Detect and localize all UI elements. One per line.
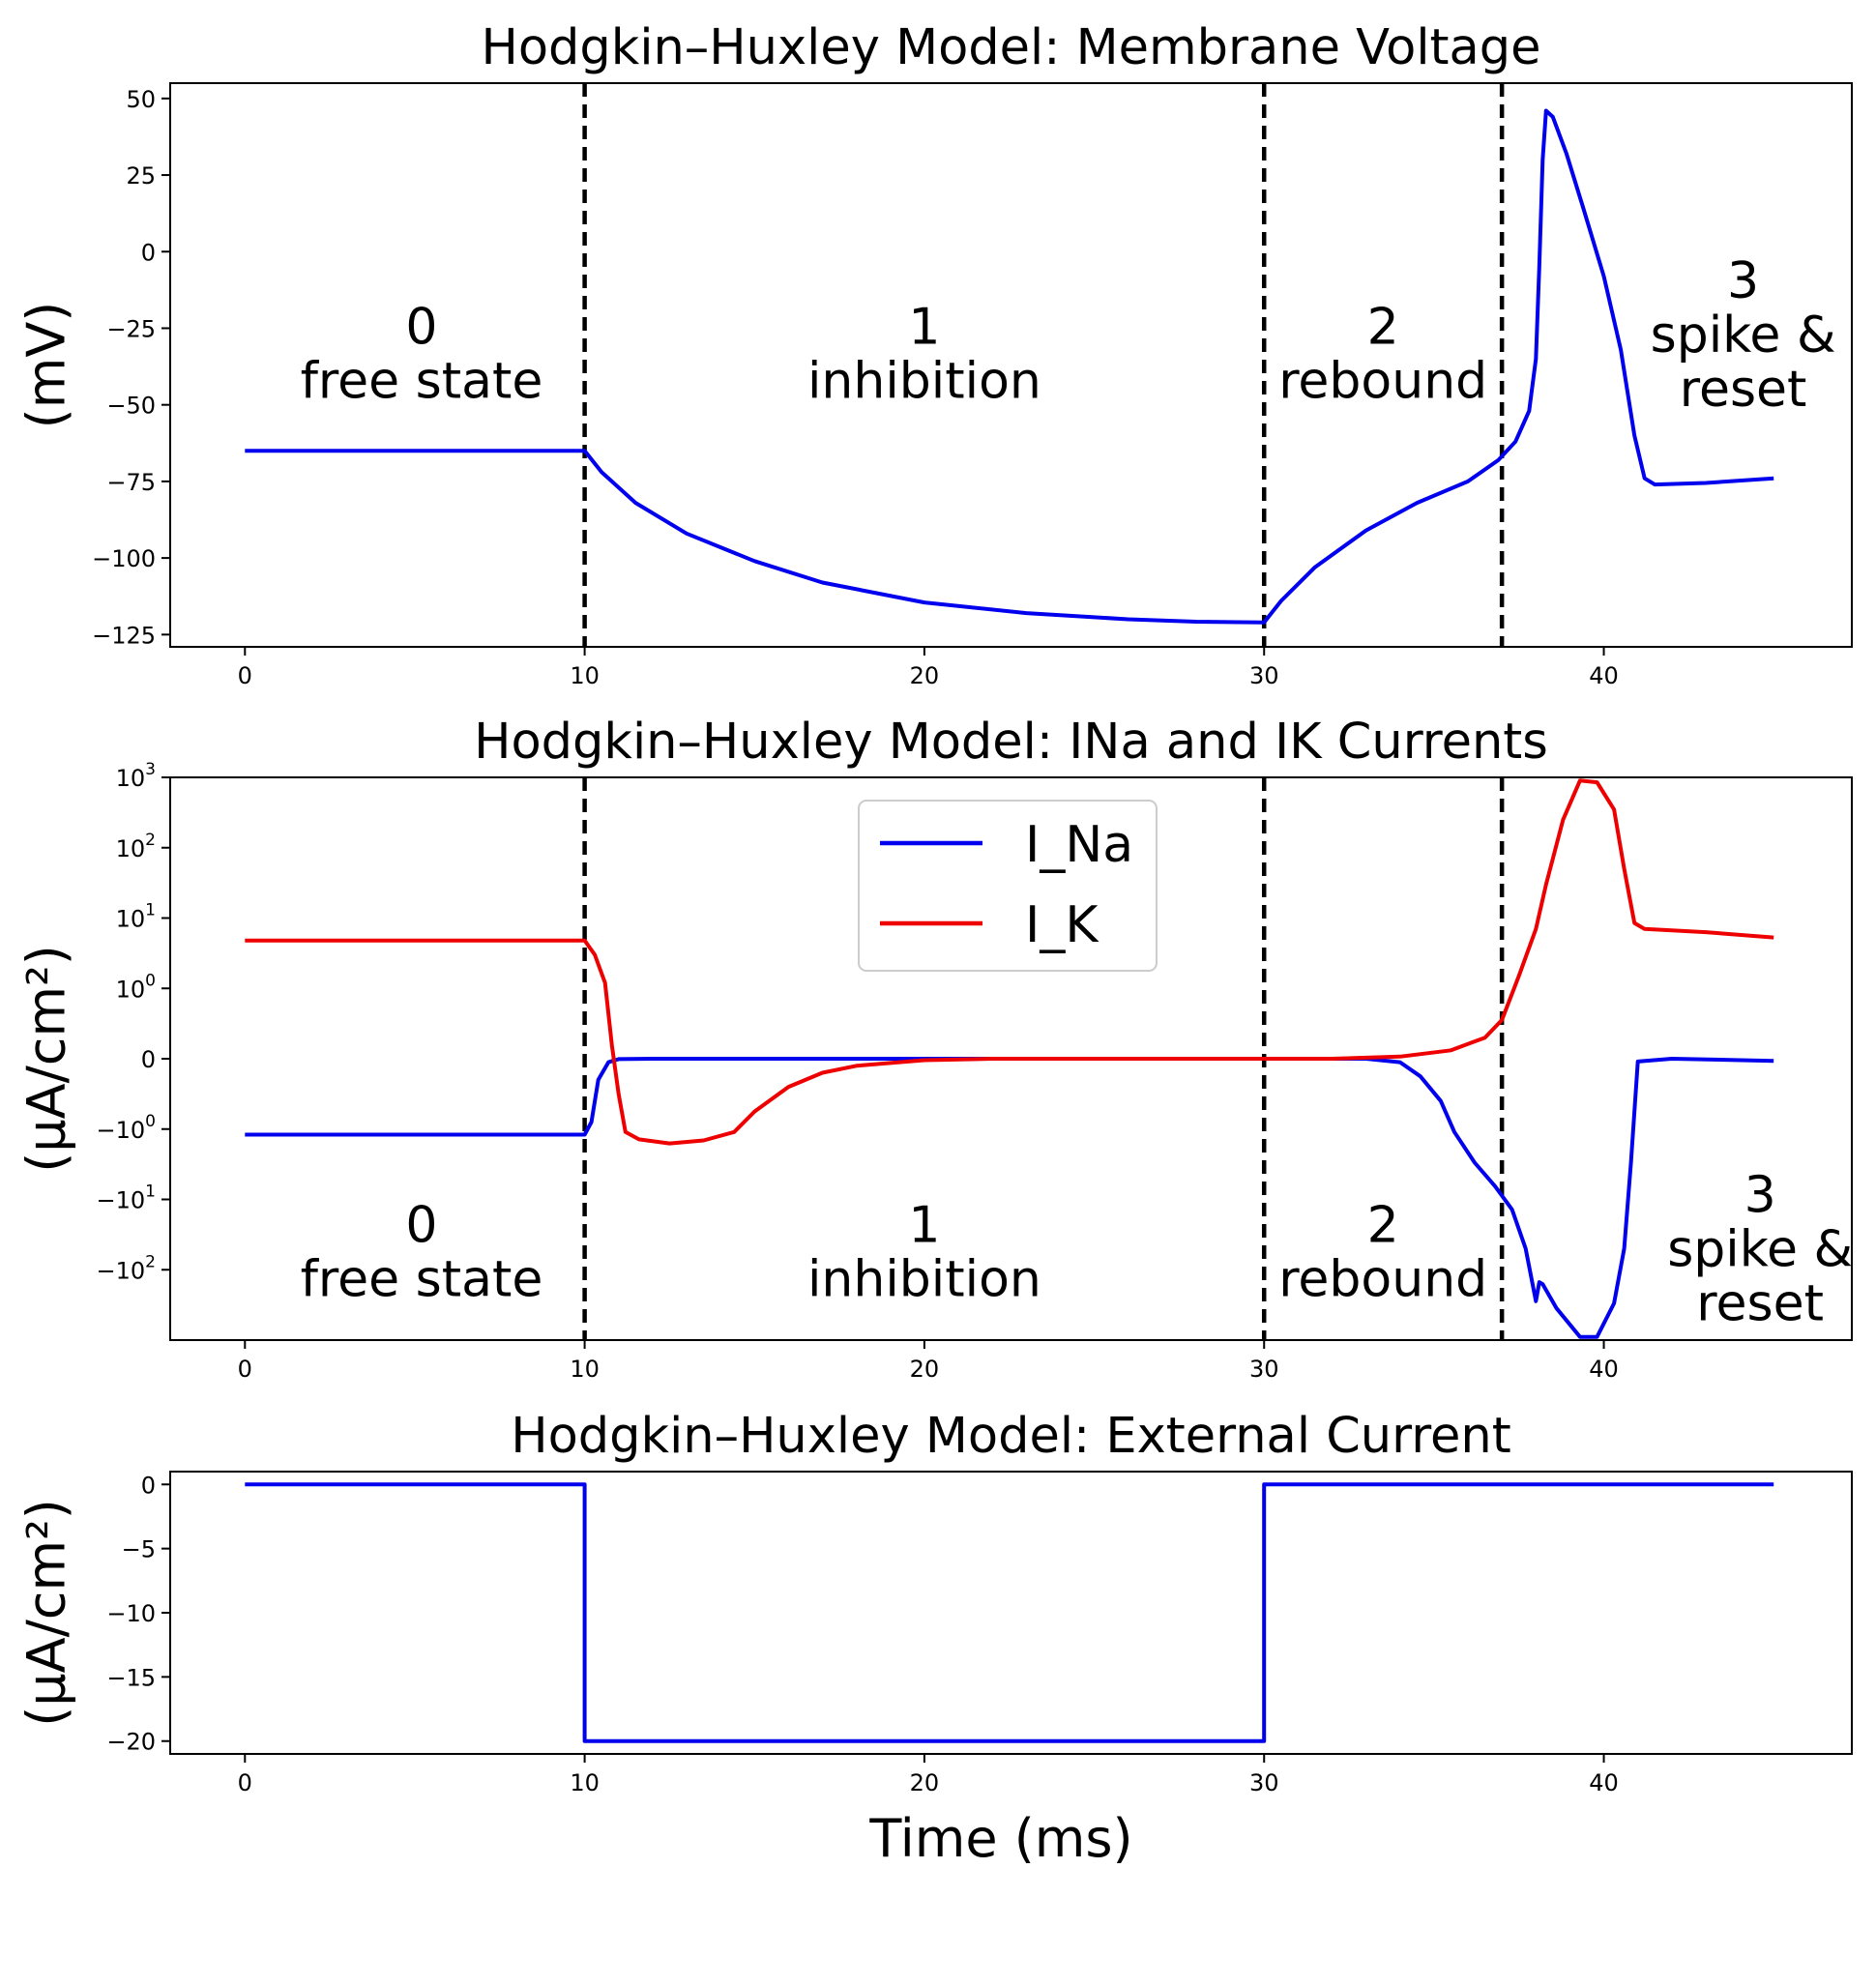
x-tick-label: 40 — [1589, 662, 1619, 689]
x-tick-label: 0 — [238, 1769, 252, 1796]
legend-label: I_K — [1025, 896, 1099, 954]
phase-number: 1 — [908, 298, 940, 356]
y-tick-exponent: 0 — [145, 971, 156, 990]
y-tick-label: −125 — [92, 622, 156, 649]
phase-number: 3 — [1727, 252, 1759, 310]
y-tick-label: 101 — [116, 901, 156, 933]
phase-number: 3 — [1744, 1166, 1776, 1224]
legend-label: I_Na — [1025, 816, 1133, 874]
y-tick-label: −101 — [97, 1182, 156, 1214]
y-tick-exponent: 1 — [145, 1182, 156, 1202]
y-tick-base: 10 — [116, 976, 146, 1003]
chart-title: Hodgkin–Huxley Model: Membrane Voltage — [481, 19, 1540, 76]
series-line-0 — [245, 1482, 1774, 1743]
y-axis-label: (μA/cm²) — [16, 1499, 77, 1727]
y-tick-base: −10 — [97, 1117, 146, 1144]
phase-label: spike & — [1651, 307, 1836, 365]
phase-number: 2 — [1367, 1196, 1399, 1254]
phase-label: reset — [1696, 1274, 1824, 1332]
x-axis-label: Time (ms) — [868, 1808, 1132, 1869]
x-tick-label: 30 — [1249, 1769, 1279, 1796]
x-tick-label: 10 — [570, 662, 600, 689]
x-tick-label: 20 — [910, 1769, 940, 1796]
chart-title: Hodgkin–Huxley Model: External Current — [511, 1408, 1511, 1465]
y-tick-exponent: 1 — [145, 901, 156, 920]
x-tick-label: 0 — [238, 1356, 252, 1383]
y-tick-label: 0 — [141, 1046, 156, 1073]
y-tick-label: 0 — [141, 1472, 156, 1499]
y-tick-label: 103 — [116, 760, 156, 792]
y-tick-label: 50 — [126, 86, 156, 113]
phase-number: 1 — [908, 1196, 940, 1254]
y-tick-label: −100 — [97, 1112, 156, 1144]
x-tick-label: 0 — [238, 662, 252, 689]
y-tick-label: 102 — [116, 831, 156, 862]
y-tick-base: −10 — [97, 1257, 146, 1284]
x-tick-label: 10 — [570, 1356, 600, 1383]
x-tick-label: 30 — [1249, 1356, 1279, 1383]
panel-1: Hodgkin–Huxley Model: INa and IK Current… — [16, 714, 1853, 1383]
phase-number: 2 — [1367, 298, 1399, 356]
y-axis-label: (mV) — [16, 302, 77, 429]
y-tick-label: 25 — [126, 162, 156, 190]
y-tick-label: −100 — [92, 545, 156, 572]
x-tick-label: 40 — [1589, 1356, 1619, 1383]
y-axis-label: (μA/cm²) — [16, 945, 77, 1173]
y-tick-label: −50 — [106, 393, 156, 420]
y-tick-base: −10 — [97, 1187, 146, 1214]
phase-number: 0 — [405, 1196, 437, 1254]
y-tick-base: 10 — [116, 765, 146, 792]
y-tick-label: −102 — [97, 1252, 156, 1284]
series-line-0 — [245, 108, 1774, 625]
x-tick-label: 30 — [1249, 662, 1279, 689]
y-tick-exponent: 2 — [145, 1252, 156, 1271]
y-tick-exponent: 3 — [145, 760, 156, 779]
x-tick-label: 20 — [910, 662, 940, 689]
x-tick-label: 20 — [910, 1356, 940, 1383]
phase-label: rebound — [1278, 352, 1487, 410]
y-tick-label: −75 — [106, 469, 156, 496]
x-tick-label: 40 — [1589, 1769, 1619, 1796]
y-tick-label: −25 — [106, 315, 156, 342]
phase-label: free state — [301, 1250, 543, 1308]
series-line-i_k — [245, 778, 1774, 1146]
y-tick-label: −5 — [122, 1536, 156, 1563]
y-tick-exponent: 0 — [145, 1112, 156, 1131]
y-tick-exponent: 2 — [145, 831, 156, 850]
phase-label: inhibition — [807, 1250, 1041, 1308]
panel-2: Hodgkin–Huxley Model: External Current (μ… — [16, 1408, 1853, 1869]
y-tick-label: −15 — [106, 1664, 156, 1691]
y-tick-label: 0 — [141, 239, 156, 266]
axes-frame — [169, 1471, 1853, 1755]
phase-label: rebound — [1278, 1250, 1487, 1308]
phase-label: reset — [1680, 361, 1807, 419]
y-tick-label: −20 — [106, 1729, 156, 1756]
panel-0: Hodgkin–Huxley Model: Membrane Voltage (m… — [16, 19, 1853, 689]
y-tick-label: −10 — [106, 1600, 156, 1627]
x-tick-label: 10 — [570, 1769, 600, 1796]
y-tick-base: 10 — [116, 906, 146, 933]
phase-label: inhibition — [807, 352, 1041, 410]
chart-title: Hodgkin–Huxley Model: INa and IK Current… — [474, 714, 1548, 771]
axes-frame — [169, 82, 1853, 648]
phase-label: spike & — [1667, 1220, 1853, 1278]
phase-number: 0 — [405, 298, 437, 356]
y-tick-base: 10 — [116, 835, 146, 862]
y-tick-label: 100 — [116, 971, 156, 1003]
phase-label: free state — [301, 352, 543, 410]
